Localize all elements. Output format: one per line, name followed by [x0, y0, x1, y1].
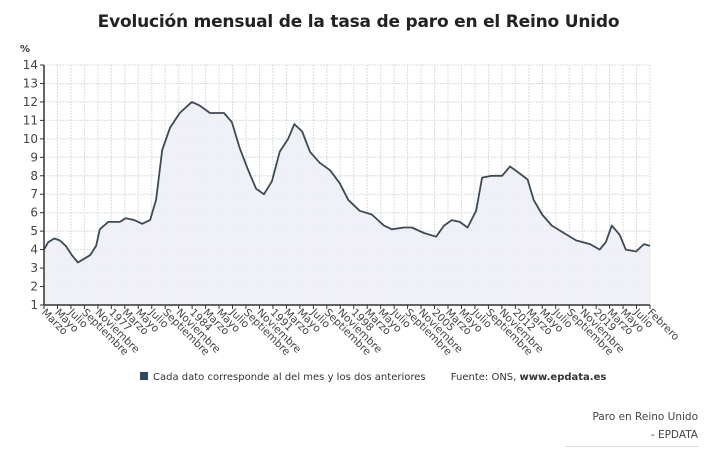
legend-series-note: Cada dato corresponde al del mes y los d… — [153, 372, 426, 383]
footer-attribution: - EPDATA — [650, 429, 698, 441]
y-tick-label: 12 — [23, 95, 38, 109]
axes — [40, 64, 651, 309]
area-fill — [44, 101, 650, 306]
y-tick-label: 4 — [30, 243, 38, 257]
y-tick-label: 2 — [30, 280, 38, 294]
y-tick-label: 7 — [30, 187, 38, 201]
y-tick-label: 9 — [30, 150, 38, 164]
footer-divider — [565, 446, 699, 447]
legend-swatch — [140, 372, 148, 380]
y-tick-label: 8 — [30, 169, 38, 183]
source-label: Fuente: ONS, www.epdata.es — [451, 372, 607, 383]
source-prefix: Fuente: ONS, — [450, 372, 517, 383]
y-tick-label: 3 — [30, 261, 38, 275]
y-axis-unit-label: % — [20, 44, 31, 55]
source-link[interactable]: www.epdata.es — [519, 372, 607, 383]
chart-title: Evolución mensual de la tasa de paro en … — [97, 12, 620, 32]
y-tick-label: 13 — [23, 76, 38, 90]
y-tick-label: 6 — [30, 206, 38, 220]
chart-legend: Cada dato corresponde al del mes y los d… — [140, 372, 606, 383]
data-line — [43, 101, 651, 264]
y-tick-label: 1 — [30, 298, 38, 312]
footer-caption: Paro en Reino Unido — [592, 411, 698, 423]
y-tick-label: 11 — [23, 113, 38, 127]
y-tick-label: 14 — [23, 58, 38, 72]
y-tick-label: 10 — [23, 132, 38, 146]
x-axis-ticks: MarzoMayoJulioSeptiembreNoviembre1977Mar… — [39, 306, 682, 358]
y-tick-label: 5 — [30, 224, 38, 238]
